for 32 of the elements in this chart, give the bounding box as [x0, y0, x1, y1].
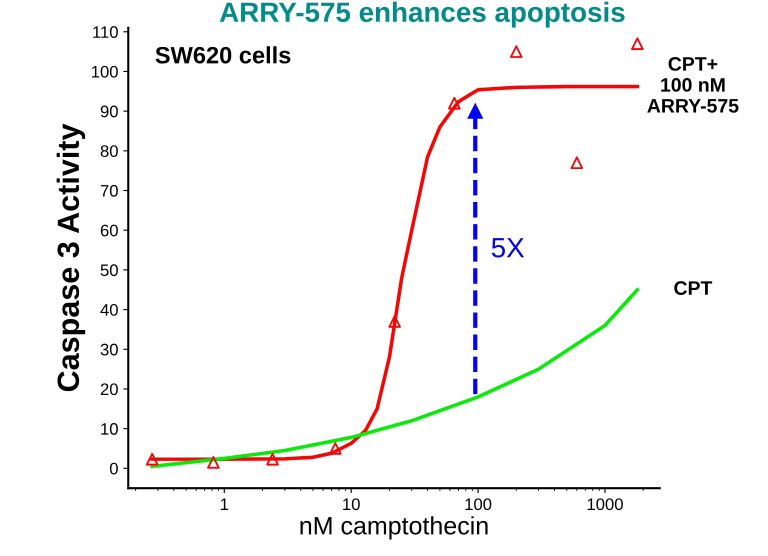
- point: [510, 45, 523, 58]
- point: [448, 96, 461, 110]
- y-tick-label: 0: [110, 462, 118, 475]
- point: [570, 156, 584, 170]
- point: [388, 315, 401, 328]
- y-tick-label: 100: [92, 66, 118, 78]
- x-tick-label: 100: [465, 498, 492, 510]
- y-tick-label: 90: [100, 106, 118, 118]
- y-axis-title: Caspase 3 Activity: [56, 124, 86, 392]
- point: [329, 442, 342, 455]
- x-axis-title: nM camptothecin: [300, 516, 488, 540]
- y-tick-label: 50: [100, 264, 118, 276]
- point: [631, 37, 644, 50]
- y-tick-label: 30: [100, 344, 118, 356]
- series-label: CPT+ 100 nM ARRY-575: [647, 57, 738, 113]
- point: [207, 456, 220, 469]
- y-tick-label: 40: [100, 304, 118, 316]
- chart-title: ARRY-575 enhances apoptosis: [220, 2, 625, 28]
- y-tick-label: 110: [93, 26, 118, 38]
- series-label: CPT: [674, 281, 712, 295]
- x-tick-label: 1000: [588, 498, 623, 510]
- x-tick-label: 10: [343, 498, 360, 510]
- point: [146, 452, 158, 466]
- annotation: SW620 cells: [156, 46, 290, 64]
- y-tick-label: 80: [100, 145, 118, 158]
- annotation: 5X: [492, 238, 524, 258]
- x-tick-label: 1: [220, 498, 228, 510]
- y-tick-label: 60: [100, 224, 118, 236]
- y-tick-label: 70: [100, 184, 118, 197]
- y-tick-label: 10: [101, 423, 118, 435]
- point: [266, 452, 279, 466]
- y-tick-label: 20: [100, 383, 118, 396]
